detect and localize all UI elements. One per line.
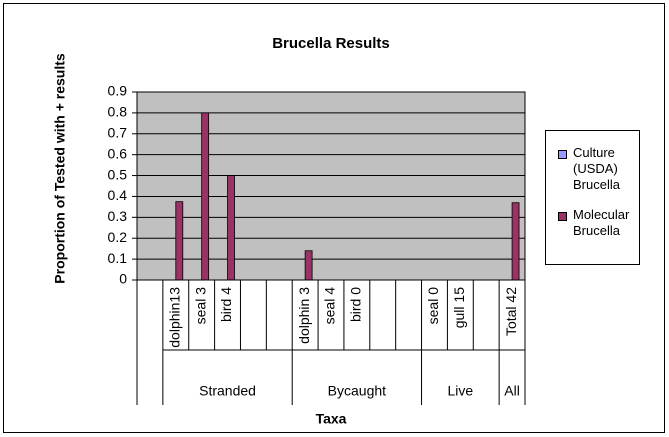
plot-area [136,91,526,281]
legend-label: Molecular Brucella [573,207,630,238]
bar [304,250,313,281]
group-label: All [504,383,520,399]
x-tick-label: seal 0 [425,287,441,325]
bar [511,202,520,281]
x-tick-label: dolphin13 [167,287,183,348]
y-tick-label: 0.1 [108,250,128,266]
y-tick-label: 0.4 [108,187,128,203]
bar [201,112,210,281]
x-tick-label: bird 4 [218,287,234,322]
x-axis-title: Taxa [316,411,347,427]
chart-title: Brucella Results [272,35,390,52]
x-tick-label: gull 15 [451,287,467,328]
group-label: Stranded [199,383,256,399]
y-tick-label: 0.9 [108,83,128,99]
legend: Culture (USDA) Brucella Molecular Brucell… [545,130,640,265]
y-tick-label: 0.2 [108,229,128,245]
y-tick-label: 0.7 [108,124,128,140]
x-tick-label: seal 3 [192,287,208,325]
x-tick-label: dolphin 3 [296,287,312,344]
group-label: Live [447,383,473,399]
y-axis-title: Proportion of Tested with + results [51,53,68,284]
legend-item: Culture (USDA) Brucella [546,145,633,193]
x-tick-label: Total 42 [503,287,519,336]
legend-item: Molecular Brucella [546,207,633,239]
bar [227,175,235,281]
y-tick-label: 0.5 [108,166,128,182]
y-tick-label: 0.3 [108,208,128,224]
x-tick-label: seal 4 [322,287,338,325]
legend-swatch [558,150,567,159]
y-tick-label: 0 [119,271,127,287]
y-tick-label: 0.6 [108,145,128,161]
bar [175,201,184,281]
legend-swatch [558,212,567,221]
y-tick-label: 0.8 [108,104,128,120]
x-tick-label: bird 0 [348,287,364,322]
group-label: Bycaught [328,383,386,399]
legend-label: Culture (USDA) Brucella [573,145,620,192]
